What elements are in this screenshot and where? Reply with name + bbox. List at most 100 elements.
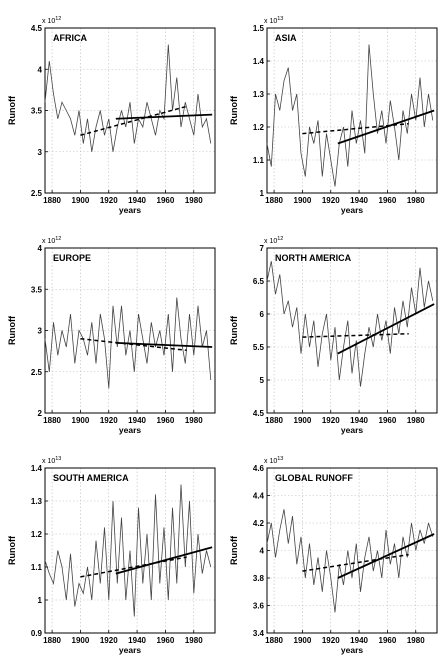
x-tick-label: 1880 xyxy=(43,416,61,425)
x-tick-label: 1960 xyxy=(379,196,397,205)
x-tick-label: 1880 xyxy=(265,416,283,425)
axis-exponent: 13 xyxy=(55,456,61,462)
trend-line-solid xyxy=(337,109,435,145)
x-tick-label: 1920 xyxy=(322,636,340,645)
x-tick-label: 1900 xyxy=(294,416,312,425)
plot-frame xyxy=(44,467,216,634)
trend-line-solid xyxy=(337,303,435,355)
chart-panel: 1880 1900 1920 1940 1960 1980 3.4 3.6 3.8 4 4.2 4.4… xyxy=(229,456,438,655)
y-tick-label: 1.3 xyxy=(31,497,43,506)
y-tick-label: 1.5 xyxy=(253,24,265,33)
x-tick-label: 1980 xyxy=(185,416,203,425)
y-tick-label: 1 xyxy=(260,189,265,198)
chart-panel: 1880 1900 1920 1940 1960 1980 4.5 5 5.5 6 6.5 7x 10… xyxy=(229,236,438,435)
x-tick-label: 1920 xyxy=(100,636,118,645)
y-tick-label: 1.1 xyxy=(253,156,265,165)
y-tick-label: 4 xyxy=(38,244,43,253)
x-tick-label: 1900 xyxy=(294,636,312,645)
trend-line-solid xyxy=(337,533,435,579)
y-tick-label: 4.2 xyxy=(253,519,265,528)
x-axis-label: years xyxy=(341,425,363,435)
y-tick-label: 1.4 xyxy=(31,464,43,473)
y-tick-label: 3 xyxy=(38,327,43,336)
y-tick-label: 4.4 xyxy=(253,492,265,501)
x-axis-label: years xyxy=(119,205,141,215)
trend-line-dashed xyxy=(302,553,409,572)
y-tick-label: 1.2 xyxy=(31,530,43,539)
y-tick-label: 1.2 xyxy=(253,123,265,132)
x-tick-label: 1980 xyxy=(407,196,425,205)
y-tick-label: 2.5 xyxy=(31,189,43,198)
y-tick-label: 3.5 xyxy=(31,285,43,294)
y-axis-label: Runoff xyxy=(229,535,239,565)
x-tick-label: 1940 xyxy=(128,636,146,645)
axis-multiplier: x 1012 xyxy=(42,236,61,245)
y-tick-label: 0.9 xyxy=(31,629,43,638)
y-tick-label: 3.5 xyxy=(31,107,43,116)
y-tick-label: 3.4 xyxy=(253,629,265,638)
runoff-series-line xyxy=(266,44,434,187)
axis-multiplier: x 1012 xyxy=(264,236,283,245)
chart-panel: 1880 1900 1920 1940 1960 1980 0.9 1 1.1 1.2 1.3 1.4… xyxy=(7,456,216,655)
x-axis-label: years xyxy=(341,205,363,215)
y-tick-label: 4.5 xyxy=(253,409,265,418)
y-tick-label: 1.4 xyxy=(253,57,265,66)
y-tick-label: 4 xyxy=(38,65,43,74)
y-axis-label: Runoff xyxy=(7,95,17,125)
x-tick-label: 1940 xyxy=(128,196,146,205)
x-tick-label: 1900 xyxy=(72,196,90,205)
x-tick-label: 1880 xyxy=(265,636,283,645)
x-tick-label: 1880 xyxy=(265,196,283,205)
trend-line-solid xyxy=(115,546,213,575)
axis-multiplier: x 1013 xyxy=(42,456,61,465)
panel-title: GLOBAL RUNOFF xyxy=(275,473,353,483)
x-axis-label: years xyxy=(119,645,141,655)
y-tick-label: 3.8 xyxy=(253,574,265,583)
y-tick-label: 4 xyxy=(260,547,265,556)
plot-frame xyxy=(266,27,438,194)
axis-multiplier: x 1013 xyxy=(264,16,283,25)
y-tick-label: 3 xyxy=(38,148,43,157)
y-tick-label: 4.6 xyxy=(253,464,265,473)
x-tick-label: 1880 xyxy=(43,196,61,205)
panel-title: AFRICA xyxy=(53,33,87,43)
y-axis-label: Runoff xyxy=(229,95,239,125)
y-tick-label: 6 xyxy=(260,310,265,319)
x-tick-label: 1980 xyxy=(185,196,203,205)
trend-line-dashed xyxy=(80,105,187,136)
x-tick-label: 1940 xyxy=(128,416,146,425)
axis-exponent: 12 xyxy=(55,236,61,242)
x-tick-label: 1900 xyxy=(72,636,90,645)
x-tick-label: 1920 xyxy=(100,196,118,205)
panel-title: EUROPE xyxy=(53,253,91,263)
runoff-series-line xyxy=(44,44,212,152)
axis-multiplier: x 1013 xyxy=(264,456,283,465)
x-tick-label: 1940 xyxy=(350,416,368,425)
y-tick-label: 1.1 xyxy=(31,563,43,572)
chart-panel: 1880 1900 1920 1940 1960 1980 2.5 3 3.5 4 4.5x 101… xyxy=(7,16,216,215)
x-tick-label: 1920 xyxy=(100,416,118,425)
y-axis-label: Runoff xyxy=(7,535,17,565)
x-tick-label: 1940 xyxy=(350,196,368,205)
panel-title: ASIA xyxy=(275,33,297,43)
x-axis-label: years xyxy=(341,645,363,655)
y-axis-label: Runoff xyxy=(229,315,239,345)
y-tick-label: 5 xyxy=(260,376,265,385)
axis-exponent: 13 xyxy=(277,16,283,22)
y-tick-label: 4.5 xyxy=(31,24,43,33)
trend-line-dashed xyxy=(302,122,409,135)
trend-line-dashed xyxy=(80,338,187,352)
x-tick-label: 1960 xyxy=(379,416,397,425)
plot-frame xyxy=(266,247,438,414)
y-tick-label: 1.3 xyxy=(253,90,265,99)
trend-line-dashed xyxy=(80,556,187,578)
y-tick-label: 2 xyxy=(38,409,43,418)
runoff-series-line xyxy=(44,484,212,617)
x-tick-label: 1980 xyxy=(407,416,425,425)
x-tick-label: 1920 xyxy=(322,416,340,425)
x-tick-label: 1920 xyxy=(322,196,340,205)
runoff-series-line xyxy=(266,509,434,613)
x-tick-label: 1980 xyxy=(185,636,203,645)
x-tick-label: 1900 xyxy=(294,196,312,205)
